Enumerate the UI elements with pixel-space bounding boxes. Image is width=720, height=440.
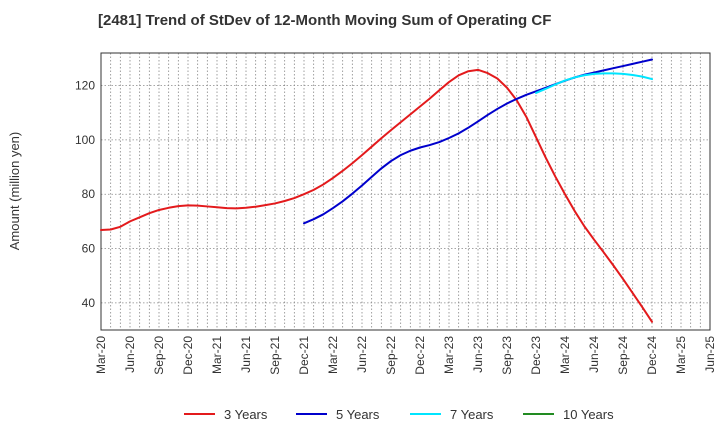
series-line-7-years xyxy=(535,72,653,94)
y-axis-label: Amount (million yen) xyxy=(7,132,22,251)
y-tick-label: 100 xyxy=(75,133,95,147)
x-tick-label: Dec-21 xyxy=(297,336,311,375)
y-tick-label: 60 xyxy=(82,242,96,256)
x-tick-label: Jun-22 xyxy=(355,336,369,373)
legend: 3 Years 5 Years 7 Years 10 Years xyxy=(184,407,614,422)
x-tick-label: Mar-22 xyxy=(326,336,340,374)
y-axis-ticks: 40 60 80 100 120 xyxy=(75,79,95,310)
x-tick-label: Mar-25 xyxy=(674,336,688,374)
y-tick-label: 40 xyxy=(82,296,96,310)
legend-label-5-years: 5 Years xyxy=(336,407,380,422)
legend-label-3-years: 3 Years xyxy=(224,407,268,422)
x-tick-label: Jun-25 xyxy=(703,336,717,373)
x-tick-label: Dec-24 xyxy=(645,336,659,375)
x-tick-label: Jun-21 xyxy=(239,336,253,373)
legend-label-10-years: 10 Years xyxy=(563,407,614,422)
x-tick-label: Dec-22 xyxy=(413,336,427,375)
y-tick-label: 80 xyxy=(82,187,96,201)
series-layer xyxy=(100,58,653,323)
y-tick-label: 120 xyxy=(75,79,95,93)
x-tick-label: Mar-21 xyxy=(210,336,224,374)
chart-title: [2481] Trend of StDev of 12-Month Moving… xyxy=(98,12,552,29)
grid xyxy=(101,53,710,330)
series-line-5-years xyxy=(303,58,653,225)
x-tick-label: Mar-20 xyxy=(94,336,108,374)
x-tick-label: Jun-20 xyxy=(123,336,137,373)
x-tick-label: Sep-24 xyxy=(616,336,630,375)
x-tick-label: Sep-22 xyxy=(384,336,398,375)
x-tick-label: Sep-20 xyxy=(152,336,166,375)
x-tick-label: Mar-24 xyxy=(558,336,572,374)
x-tick-label: Sep-23 xyxy=(500,336,514,375)
x-tick-label: Dec-23 xyxy=(529,336,543,375)
x-tick-label: Sep-21 xyxy=(268,336,282,375)
x-tick-label: Jun-23 xyxy=(471,336,485,373)
series-line-3-years xyxy=(100,68,653,323)
x-tick-label: Dec-20 xyxy=(181,336,195,375)
plot-frame xyxy=(100,52,711,331)
plot-background xyxy=(101,53,710,330)
legend-label-7-years: 7 Years xyxy=(450,407,494,422)
x-tick-label: Mar-23 xyxy=(442,336,456,374)
x-axis-ticks: Mar-20 Jun-20 Sep-20 Dec-20 Mar-21 Jun-21 Sep-… xyxy=(94,336,717,375)
x-tick-label: Jun-24 xyxy=(587,336,601,373)
